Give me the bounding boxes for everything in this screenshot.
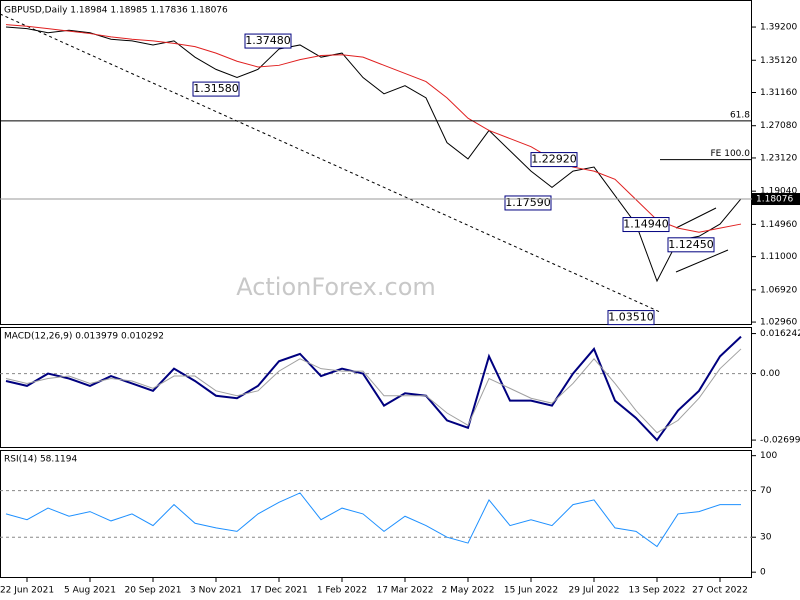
series-line xyxy=(5,335,742,442)
annotation-box xyxy=(667,237,715,253)
annotation-label: 1.17590 xyxy=(505,196,551,209)
annotation-box xyxy=(622,217,670,233)
y-tick-label: 1.27080 xyxy=(760,121,797,131)
x-tick-label: 17 Dec 2021 xyxy=(250,586,308,596)
y-tick-label: 1.02960 xyxy=(760,318,797,328)
y-tick-label: 1.23120 xyxy=(760,153,797,163)
x-tick-label: 29 Jul 2022 xyxy=(569,586,620,596)
watermark: ActionForex.com xyxy=(236,273,436,301)
x-tick-label: 20 Sep 2021 xyxy=(124,586,181,596)
annotation-box xyxy=(192,81,240,97)
x-tick-label: 1 Feb 2022 xyxy=(317,586,367,596)
annotation-box xyxy=(244,33,292,49)
y-tick-label: 1.19040 xyxy=(760,187,797,197)
y-tick-label: 100 xyxy=(760,451,777,461)
annotation-label: 1.14940 xyxy=(623,218,669,231)
macd-title: MACD(12,26,9) 0.013979 0.010292 xyxy=(4,332,164,342)
channel-line xyxy=(675,207,717,229)
series-line xyxy=(5,348,742,434)
annotation-label: 1.31580 xyxy=(193,82,239,95)
series-line xyxy=(5,24,742,233)
y-tick-label: 30 xyxy=(760,533,772,543)
annotation-label: 1.03510 xyxy=(608,311,654,324)
y-tick-label: 1.06920 xyxy=(760,285,797,295)
y-tick-label: 0 xyxy=(760,568,766,578)
annotation-box xyxy=(530,152,578,168)
x-tick-label: 3 Nov 2021 xyxy=(190,586,242,596)
x-tick-label: 2 May 2022 xyxy=(442,586,495,596)
rsi-pane xyxy=(0,450,752,578)
x-tick-label: 5 Aug 2021 xyxy=(64,586,116,596)
x-tick-label: 17 Mar 2022 xyxy=(376,586,433,596)
price-pane xyxy=(0,0,752,325)
last-price-label: 1.18076 xyxy=(756,195,793,205)
y-tick-label: 1.14960 xyxy=(760,220,797,230)
trend-line xyxy=(0,13,661,313)
y-tick-label: 0.00 xyxy=(760,369,780,379)
price-title: GBPUSD,Daily 1.18984 1.18985 1.17836 1.1… xyxy=(4,6,228,16)
rsi-title: RSI(14) 58.1194 xyxy=(4,455,77,465)
annotation-box xyxy=(607,310,655,326)
series-line xyxy=(5,492,741,548)
x-tick-label: 15 Jun 2022 xyxy=(504,586,558,596)
y-tick-label: 70 xyxy=(760,486,772,496)
annotation-label: 1.12450 xyxy=(668,238,714,251)
last-price-box xyxy=(752,193,800,206)
y-tick-label: 1.31160 xyxy=(760,88,797,98)
series-line xyxy=(5,26,742,283)
macd-pane xyxy=(0,327,752,448)
channel-line xyxy=(675,249,729,273)
annotation-label: 1.22920 xyxy=(531,153,577,166)
level-label: FE 100.0 xyxy=(711,149,751,159)
x-tick-label: 13 Sep 2022 xyxy=(628,586,685,596)
x-tick-label: 22 Jun 2021 xyxy=(0,586,54,596)
y-tick-label: 1.39200 xyxy=(760,23,797,33)
y-tick-label: -0.026994 xyxy=(760,436,800,446)
y-tick-label: 1.35120 xyxy=(760,56,797,66)
y-tick-label: 1.11000 xyxy=(760,252,797,262)
x-tick-label: 27 Oct 2022 xyxy=(692,586,748,596)
y-tick-label: 0.016242 xyxy=(760,329,800,339)
level-label: 61.8 xyxy=(730,110,750,120)
annotation-label: 1.37480 xyxy=(245,34,291,47)
